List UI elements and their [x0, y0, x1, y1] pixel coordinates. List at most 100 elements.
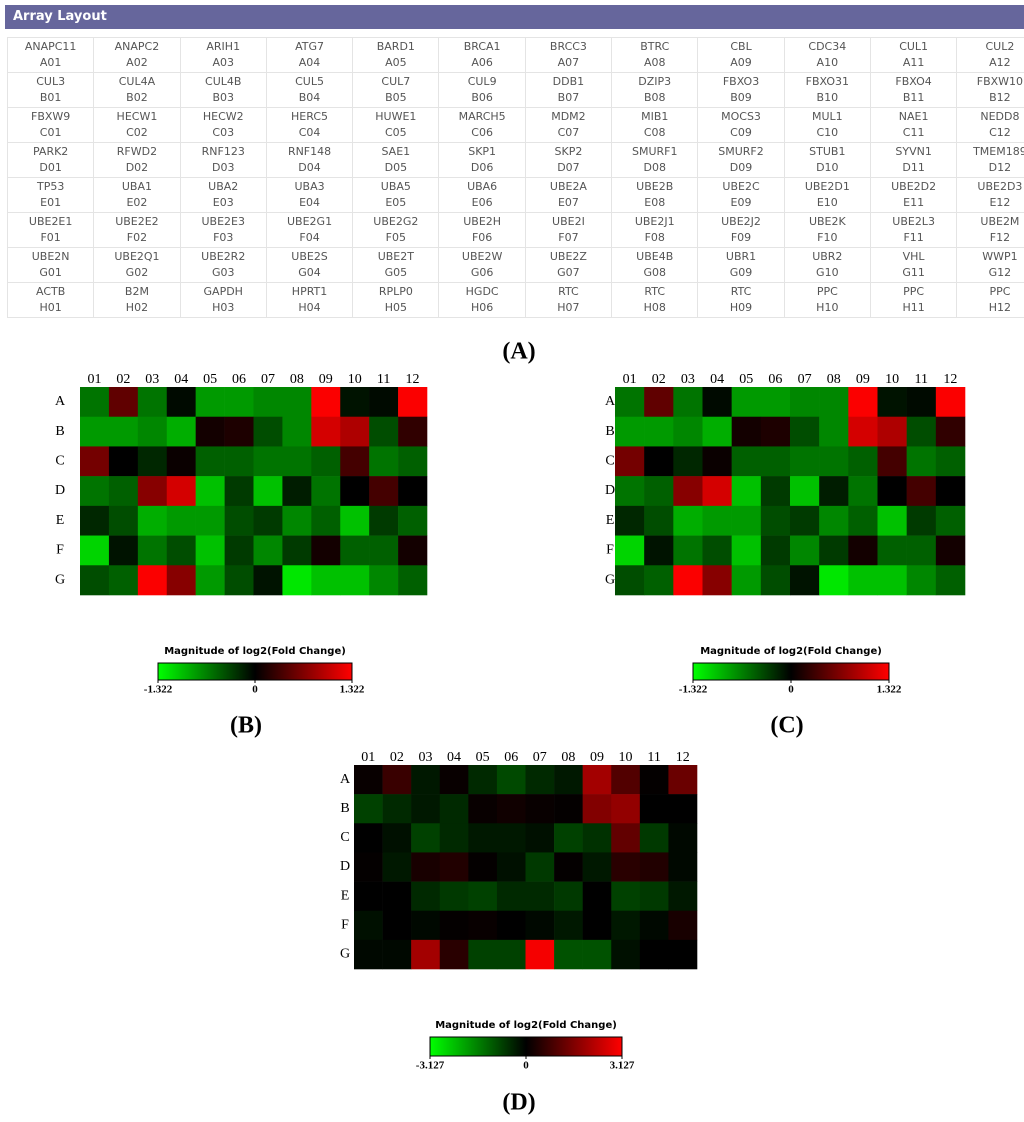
- heatmap-cell: [369, 416, 399, 447]
- column-label: 06: [768, 372, 782, 387]
- column-label: 09: [319, 372, 333, 387]
- well-cell: CUL1 A11: [869, 37, 958, 73]
- heatmap-cell: [311, 505, 341, 536]
- well-id: A09: [730, 56, 752, 69]
- heatmap-cell: [253, 387, 283, 418]
- heatmap-cell: [906, 565, 937, 596]
- heatmap-cell: [668, 794, 698, 824]
- row-label: D: [605, 483, 615, 498]
- heatmap-cell: [282, 535, 312, 566]
- well-cell: UBE2A E07: [524, 177, 613, 213]
- well-cell: BRCA1 A06: [438, 37, 526, 73]
- gene-name: ANAPC2: [114, 40, 160, 53]
- well-cell: CUL5 B04: [265, 72, 354, 108]
- well-id: D08: [643, 161, 666, 174]
- well-cell: UBR1 G09: [697, 247, 785, 283]
- heatmap-cell: [354, 881, 383, 912]
- heatmap-cell: [673, 476, 703, 507]
- heatmap-cell: [253, 535, 283, 566]
- heatmap-cell: [195, 535, 225, 566]
- heatmap-cell: [790, 505, 820, 536]
- gene-name: HECW2: [202, 110, 244, 123]
- heatmap-cell: [702, 565, 732, 596]
- well-cell: FBXW10 B12: [956, 72, 1024, 108]
- heatmap-cell: [224, 387, 254, 418]
- column-label: 01: [87, 372, 101, 387]
- well-cell: UBA6 E06: [438, 177, 526, 213]
- well-id: C09: [730, 126, 752, 139]
- gene-name: UBA2: [208, 180, 239, 193]
- heatmap-cell: [877, 505, 907, 536]
- well-cell: SAE1 D05: [352, 142, 440, 178]
- well-id: A04: [298, 56, 321, 69]
- heatmap-cell: [137, 387, 168, 418]
- heatmap-cell: [582, 765, 612, 795]
- heatmap-cell: [108, 387, 139, 418]
- row-label: B: [340, 801, 349, 816]
- well-cell: UBE2Z G07: [524, 247, 613, 283]
- well-id: E02: [126, 196, 148, 209]
- well-cell: PPC H12: [956, 282, 1024, 318]
- well-cell: HPRT1 H04: [265, 282, 354, 318]
- well-id: G12: [988, 266, 1012, 279]
- gene-name: TMEM189: [973, 145, 1024, 158]
- row-label: A: [605, 394, 616, 409]
- well-id: D04: [298, 161, 321, 174]
- heatmap-cell: [369, 476, 399, 507]
- well-id: F08: [644, 231, 665, 244]
- gene-name: UBE2G2: [373, 215, 419, 228]
- heatmap-cell: [108, 505, 139, 536]
- heatmap-cell: [354, 852, 383, 882]
- gene-name: UBE2Q1: [114, 250, 160, 263]
- heatmap-cell: [673, 387, 703, 418]
- well-cell: SKP2 D07: [524, 142, 613, 178]
- well-cell: MOCS3 C09: [697, 107, 785, 143]
- heatmap-cell: [554, 881, 583, 912]
- well-cell: UBE2I F07: [524, 212, 613, 248]
- heatmap-cell: [906, 416, 937, 447]
- heatmap-cell: [906, 535, 937, 566]
- gene-name: UBE2J1: [634, 215, 675, 228]
- column-label: 12: [676, 750, 690, 765]
- heatmap-cell: [195, 387, 225, 418]
- well-cell: HECW2 C03: [179, 107, 267, 143]
- gene-name: CUL3: [36, 75, 66, 88]
- heatmap-cell: [877, 387, 907, 418]
- heatmap-cell: [382, 881, 412, 912]
- well-cell: RTC H08: [611, 282, 699, 318]
- well-id: F04: [299, 231, 320, 244]
- gene-name: UBA6: [467, 180, 498, 193]
- heatmap-cell: [80, 387, 110, 418]
- row-label: F: [56, 543, 64, 558]
- gene-name: NAE1: [898, 110, 929, 123]
- heatmap-cell: [398, 387, 428, 418]
- well-cell: ARIH1 A03: [179, 37, 267, 73]
- heatmap-cell: [702, 476, 732, 507]
- well-id: H03: [212, 301, 235, 314]
- heatmap-cell: [195, 565, 225, 596]
- gene-name: UBE2C: [722, 180, 760, 193]
- column-label: 04: [447, 750, 461, 765]
- heatmap-cell: [935, 505, 966, 536]
- well-cell: RFWD2 D02: [93, 142, 181, 178]
- gene-name: HGDC: [465, 285, 499, 298]
- heatmap-cell: [702, 387, 732, 418]
- heatmap-cell: [731, 505, 762, 536]
- panel-label: (D): [502, 1090, 535, 1116]
- column-label: 09: [856, 372, 870, 387]
- gene-name: RTC: [558, 285, 579, 298]
- well-cell: UBE2D2 E11: [869, 177, 958, 213]
- heatmap-cell: [108, 535, 139, 566]
- well-cell: STUB1 D10: [783, 142, 871, 178]
- heatmap-cell: [166, 565, 196, 596]
- heatmap-cell: [639, 794, 669, 824]
- column-label: 07: [261, 372, 275, 387]
- heatmap-cell: [496, 852, 526, 882]
- well-cell: VHL G11: [869, 247, 958, 283]
- array-layout-table: ANAPC11 A01 ANAPC2 A02 ARIH1 A03 ATG7 A04 BARD1 A…: [6, 37, 1024, 318]
- heatmap-cell: [398, 535, 428, 566]
- heatmap-cell: [253, 565, 283, 596]
- heatmap-cell: [311, 476, 341, 507]
- heatmap-cell: [935, 535, 966, 566]
- well-id: F09: [730, 231, 752, 244]
